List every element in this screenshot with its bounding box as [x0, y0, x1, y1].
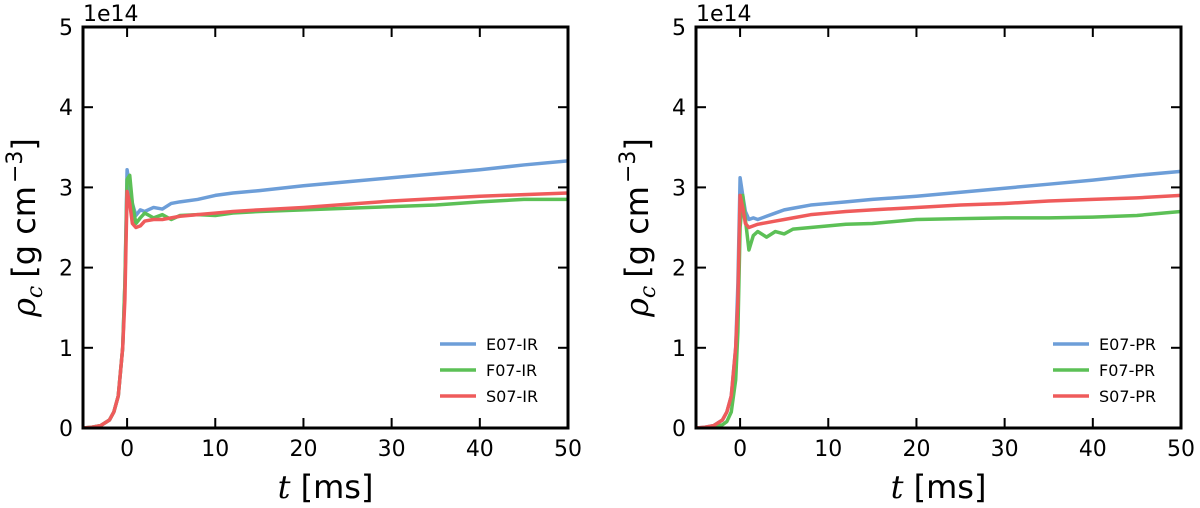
x-label-unit: [ms]	[914, 468, 987, 506]
y-label-symbol: ρ	[618, 298, 656, 318]
legend-label: E07-PR	[1099, 335, 1156, 354]
chart: 0 10 20 30 40 50 0 1 2 3 4 5 1e14 t [ms] ρc [g cm−3] E07…	[3, 2, 582, 506]
y-axis-label: ρc [g cm−3]	[616, 138, 661, 318]
y-tick-label: 2	[672, 257, 686, 282]
y-tick-label: 4	[59, 96, 73, 121]
legend-label: E07-IR	[486, 335, 538, 354]
series-line	[83, 189, 568, 428]
axes-frame	[694, 25, 1183, 430]
y-tick-label: 5	[672, 16, 686, 41]
x-tick-label: 30	[991, 437, 1019, 462]
x-label-symbol: t	[891, 468, 904, 506]
series-line	[696, 193, 1181, 428]
y-label-sup: −3	[3, 151, 28, 183]
y-label-symbol: ρ	[5, 298, 43, 318]
x-tick-label: 30	[378, 437, 406, 462]
x-label-symbol: t	[278, 468, 291, 506]
x-label-unit: [ms]	[301, 468, 374, 506]
y-label-unit: [g cm	[618, 186, 656, 278]
legend-label: F07-PR	[1099, 361, 1155, 380]
y-label-close: ]	[618, 138, 656, 150]
y-tick-label: 1	[672, 337, 686, 362]
y-axis-label: ρc [g cm−3]	[3, 138, 48, 318]
y-tick-label: 0	[672, 417, 686, 442]
x-tick-label: 40	[466, 437, 494, 462]
y-label-close: ]	[5, 138, 43, 150]
x-tick-label: 10	[814, 437, 842, 462]
y-tick-label: 2	[59, 257, 73, 282]
x-tick-label: 40	[1079, 437, 1107, 462]
y-tick-label: 5	[59, 16, 73, 41]
legend-label: S07-PR	[1099, 387, 1156, 406]
offset-label: 1e14	[83, 2, 139, 27]
y-label-sub: c	[636, 286, 661, 298]
x-tick-label: 10	[201, 437, 229, 462]
x-tick-label: 50	[1167, 437, 1195, 462]
x-tick-label: 50	[554, 437, 582, 462]
x-axis-label: t [ms]	[278, 468, 374, 506]
x-tick-label: 0	[120, 437, 134, 462]
x-tick-label: 0	[733, 437, 747, 462]
y-tick-label: 0	[59, 417, 73, 442]
legend-label: S07-IR	[486, 387, 538, 406]
y-tick-label: 3	[59, 176, 73, 201]
x-tick-label: 20	[289, 437, 317, 462]
y-label-sup: −3	[616, 151, 641, 183]
x-axis-label: t [ms]	[891, 468, 987, 506]
y-tick-label: 4	[672, 96, 686, 121]
y-tick-label: 3	[672, 176, 686, 201]
chart: 0 10 20 30 40 50 0 1 2 3 4 5 1e14 t [ms] ρc [g cm−3] E07…	[616, 2, 1195, 506]
y-label-sub: c	[23, 286, 48, 298]
legend-label: F07-IR	[486, 361, 537, 380]
y-tick-label: 1	[59, 337, 73, 362]
axes-frame	[81, 25, 570, 430]
series-line	[696, 193, 1181, 428]
x-tick-label: 20	[902, 437, 930, 462]
offset-label: 1e14	[696, 2, 752, 27]
y-label-unit: [g cm	[5, 186, 43, 278]
